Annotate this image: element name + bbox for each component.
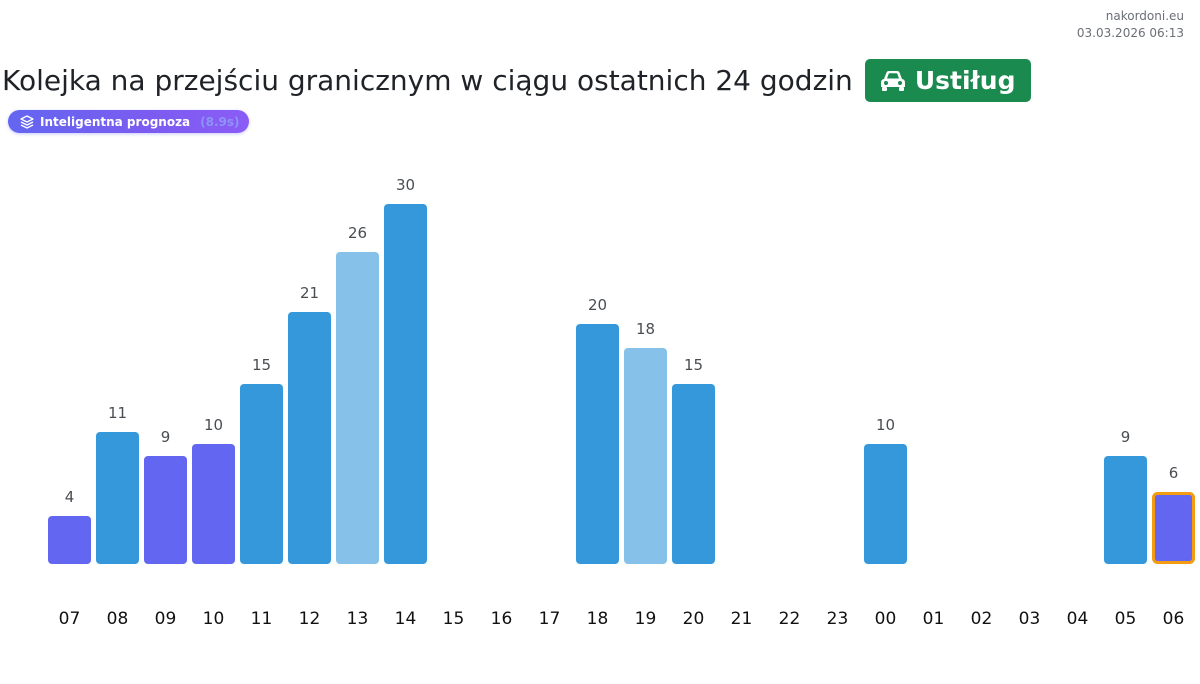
x-tick-12: 12 bbox=[299, 609, 321, 629]
bar-value-label-07: 4 bbox=[65, 488, 75, 506]
bar-value-label-06: 6 bbox=[1169, 464, 1179, 482]
x-tick-04: 04 bbox=[1067, 609, 1089, 629]
x-tick-08: 08 bbox=[107, 609, 129, 629]
x-tick-01: 01 bbox=[923, 609, 945, 629]
bar-value-label-20: 15 bbox=[684, 356, 703, 374]
bar-19[interactable] bbox=[624, 348, 667, 564]
bar-09[interactable] bbox=[144, 456, 187, 564]
bar-value-label-14: 30 bbox=[396, 176, 415, 194]
bar-value-label-00: 10 bbox=[876, 416, 895, 434]
x-tick-13: 13 bbox=[347, 609, 369, 629]
x-tick-19: 19 bbox=[635, 609, 657, 629]
x-tick-09: 09 bbox=[155, 609, 177, 629]
x-tick-06: 06 bbox=[1163, 609, 1185, 629]
bar-07[interactable] bbox=[48, 516, 91, 564]
x-tick-18: 18 bbox=[587, 609, 609, 629]
bar-14[interactable] bbox=[384, 204, 427, 564]
forecast-badge[interactable]: Inteligentna prognoza (8.9s) bbox=[8, 110, 249, 133]
page-title: Kolejka na przejściu granicznym w ciągu … bbox=[2, 63, 853, 97]
bar-20[interactable] bbox=[672, 384, 715, 564]
meta-info: nakordoni.eu 03.03.2026 06:13 bbox=[1077, 8, 1184, 42]
bar-18[interactable] bbox=[576, 324, 619, 564]
bar-05[interactable] bbox=[1104, 456, 1147, 564]
bar-value-label-10: 10 bbox=[204, 416, 223, 434]
bar-value-label-08: 11 bbox=[108, 404, 127, 422]
x-tick-15: 15 bbox=[443, 609, 465, 629]
x-tick-22: 22 bbox=[779, 609, 801, 629]
x-tick-14: 14 bbox=[395, 609, 417, 629]
site-name: nakordoni.eu bbox=[1105, 9, 1184, 23]
bar-value-label-05: 9 bbox=[1121, 428, 1131, 446]
place-name: Ustiług bbox=[914, 66, 1016, 95]
bar-13[interactable] bbox=[336, 252, 379, 564]
forecast-label: Inteligentna prognoza bbox=[40, 114, 191, 129]
bar-value-label-13: 26 bbox=[348, 224, 367, 242]
x-tick-16: 16 bbox=[491, 609, 513, 629]
x-tick-07: 07 bbox=[59, 609, 81, 629]
bar-value-label-09: 9 bbox=[161, 428, 171, 446]
x-tick-00: 00 bbox=[875, 609, 897, 629]
bar-value-label-11: 15 bbox=[252, 356, 271, 374]
x-tick-02: 02 bbox=[971, 609, 993, 629]
x-tick-23: 23 bbox=[827, 609, 849, 629]
bar-00[interactable] bbox=[864, 444, 907, 564]
bar-08[interactable] bbox=[96, 432, 139, 564]
x-tick-17: 17 bbox=[539, 609, 561, 629]
x-tick-20: 20 bbox=[683, 609, 705, 629]
bar-06[interactable] bbox=[1152, 492, 1195, 564]
forecast-time: (8.9s) bbox=[200, 114, 240, 129]
x-tick-05: 05 bbox=[1115, 609, 1137, 629]
update-timestamp: 03.03.2026 06:13 bbox=[1076, 26, 1184, 40]
title-row: Kolejka na przejściu granicznym w ciągu … bbox=[2, 59, 1032, 102]
bar-value-label-19: 18 bbox=[636, 320, 655, 338]
bar-12[interactable] bbox=[288, 312, 331, 564]
x-tick-11: 11 bbox=[251, 609, 273, 629]
x-tick-03: 03 bbox=[1019, 609, 1041, 629]
bar-11[interactable] bbox=[240, 384, 283, 564]
car-icon bbox=[880, 70, 905, 91]
x-tick-10: 10 bbox=[203, 609, 225, 629]
bar-10[interactable] bbox=[192, 444, 235, 564]
x-tick-21: 21 bbox=[731, 609, 753, 629]
place-badge[interactable]: Ustiług bbox=[864, 59, 1032, 102]
bar-value-label-12: 21 bbox=[300, 284, 319, 302]
layers-icon bbox=[20, 114, 34, 129]
bar-value-label-18: 20 bbox=[588, 296, 607, 314]
